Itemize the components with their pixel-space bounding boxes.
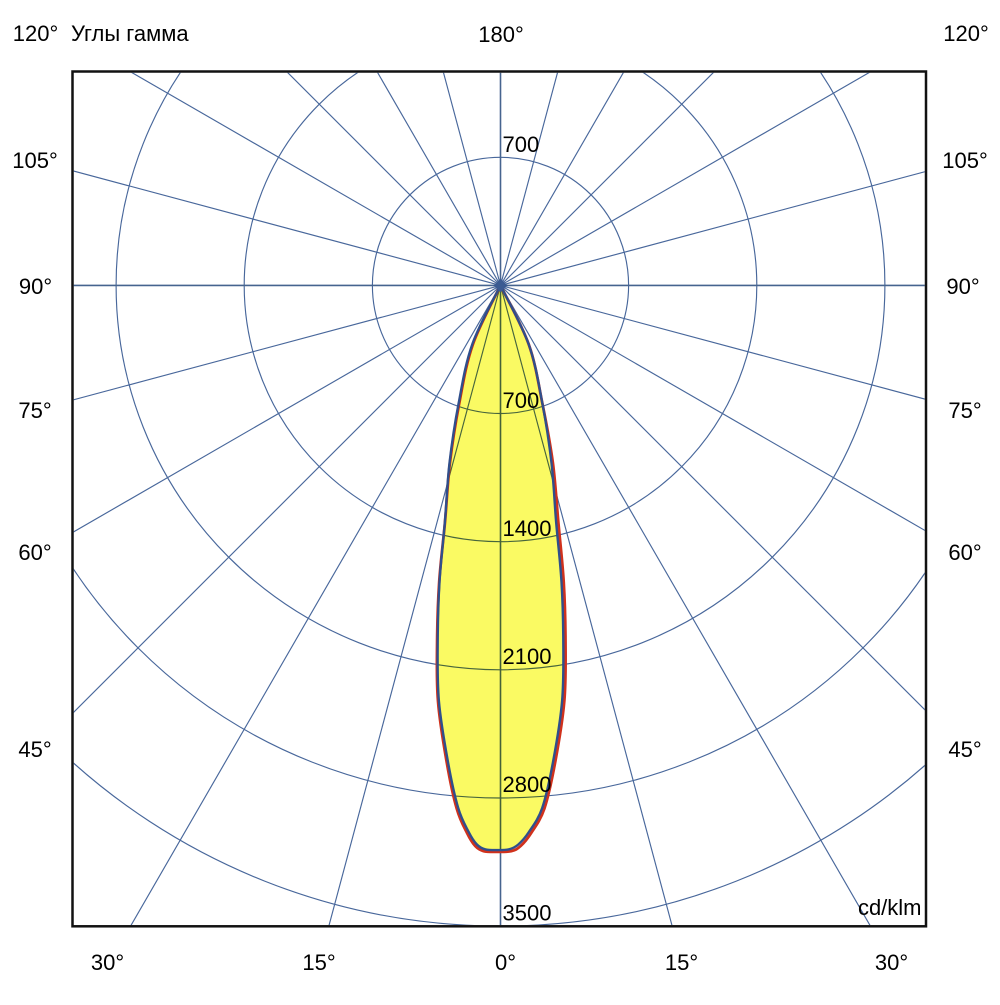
svg-text:2800: 2800: [503, 772, 552, 797]
svg-text:30°: 30°: [875, 950, 908, 975]
svg-text:45°: 45°: [948, 737, 981, 762]
svg-text:75°: 75°: [948, 398, 981, 423]
svg-text:0°: 0°: [495, 950, 516, 975]
svg-text:1400: 1400: [503, 516, 552, 541]
svg-text:90°: 90°: [19, 274, 52, 299]
svg-text:45°: 45°: [18, 737, 51, 762]
svg-text:15°: 15°: [665, 950, 698, 975]
svg-text:30°: 30°: [91, 950, 124, 975]
svg-text:75°: 75°: [18, 398, 51, 423]
svg-text:180°: 180°: [478, 22, 524, 47]
svg-text:Углы гамма: Углы гамма: [71, 21, 189, 46]
svg-text:cd/klm: cd/klm: [858, 895, 922, 920]
svg-text:90°: 90°: [946, 274, 979, 299]
svg-text:2100: 2100: [503, 644, 552, 669]
svg-text:60°: 60°: [948, 540, 981, 565]
svg-text:120°: 120°: [13, 21, 59, 46]
svg-text:105°: 105°: [942, 148, 988, 173]
svg-text:700: 700: [503, 132, 540, 157]
svg-text:15°: 15°: [302, 950, 335, 975]
svg-text:700: 700: [503, 388, 540, 413]
svg-text:105°: 105°: [12, 148, 58, 173]
svg-text:3500: 3500: [503, 900, 552, 925]
svg-text:120°: 120°: [943, 21, 989, 46]
svg-text:60°: 60°: [18, 540, 51, 565]
